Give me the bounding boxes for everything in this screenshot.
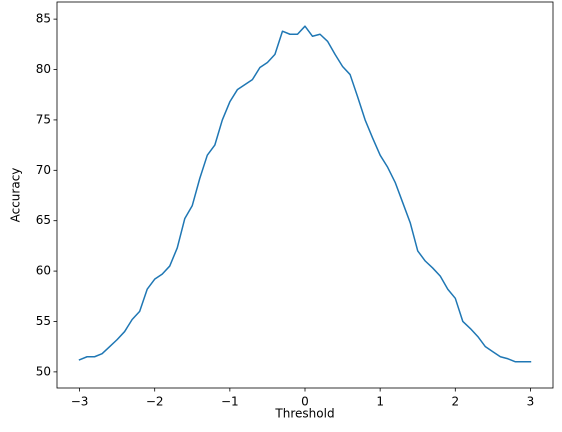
x-tick-label: −1 (221, 395, 239, 409)
data-line (78, 25, 532, 363)
y-tick-label: 70 (36, 163, 51, 177)
x-tick-label: 0 (301, 395, 309, 409)
x-tick-label: 2 (451, 395, 459, 409)
y-axis-label: Accuracy (9, 168, 23, 223)
y-tick-label: 80 (36, 62, 51, 76)
y-tick-label: 50 (36, 364, 51, 378)
y-tick-label: 75 (36, 112, 51, 126)
x-tick-label: 1 (376, 395, 384, 409)
plot-frame (56, 1, 554, 389)
y-tick-label: 65 (36, 213, 51, 227)
y-tick-label: 60 (36, 264, 51, 278)
x-tick-label: 3 (527, 395, 535, 409)
x-tick-label: −3 (71, 395, 89, 409)
x-tick-label: −2 (146, 395, 164, 409)
y-tick-label: 85 (36, 12, 51, 26)
x-axis-label: Threshold (274, 407, 334, 421)
y-tick-label: 55 (36, 314, 51, 328)
